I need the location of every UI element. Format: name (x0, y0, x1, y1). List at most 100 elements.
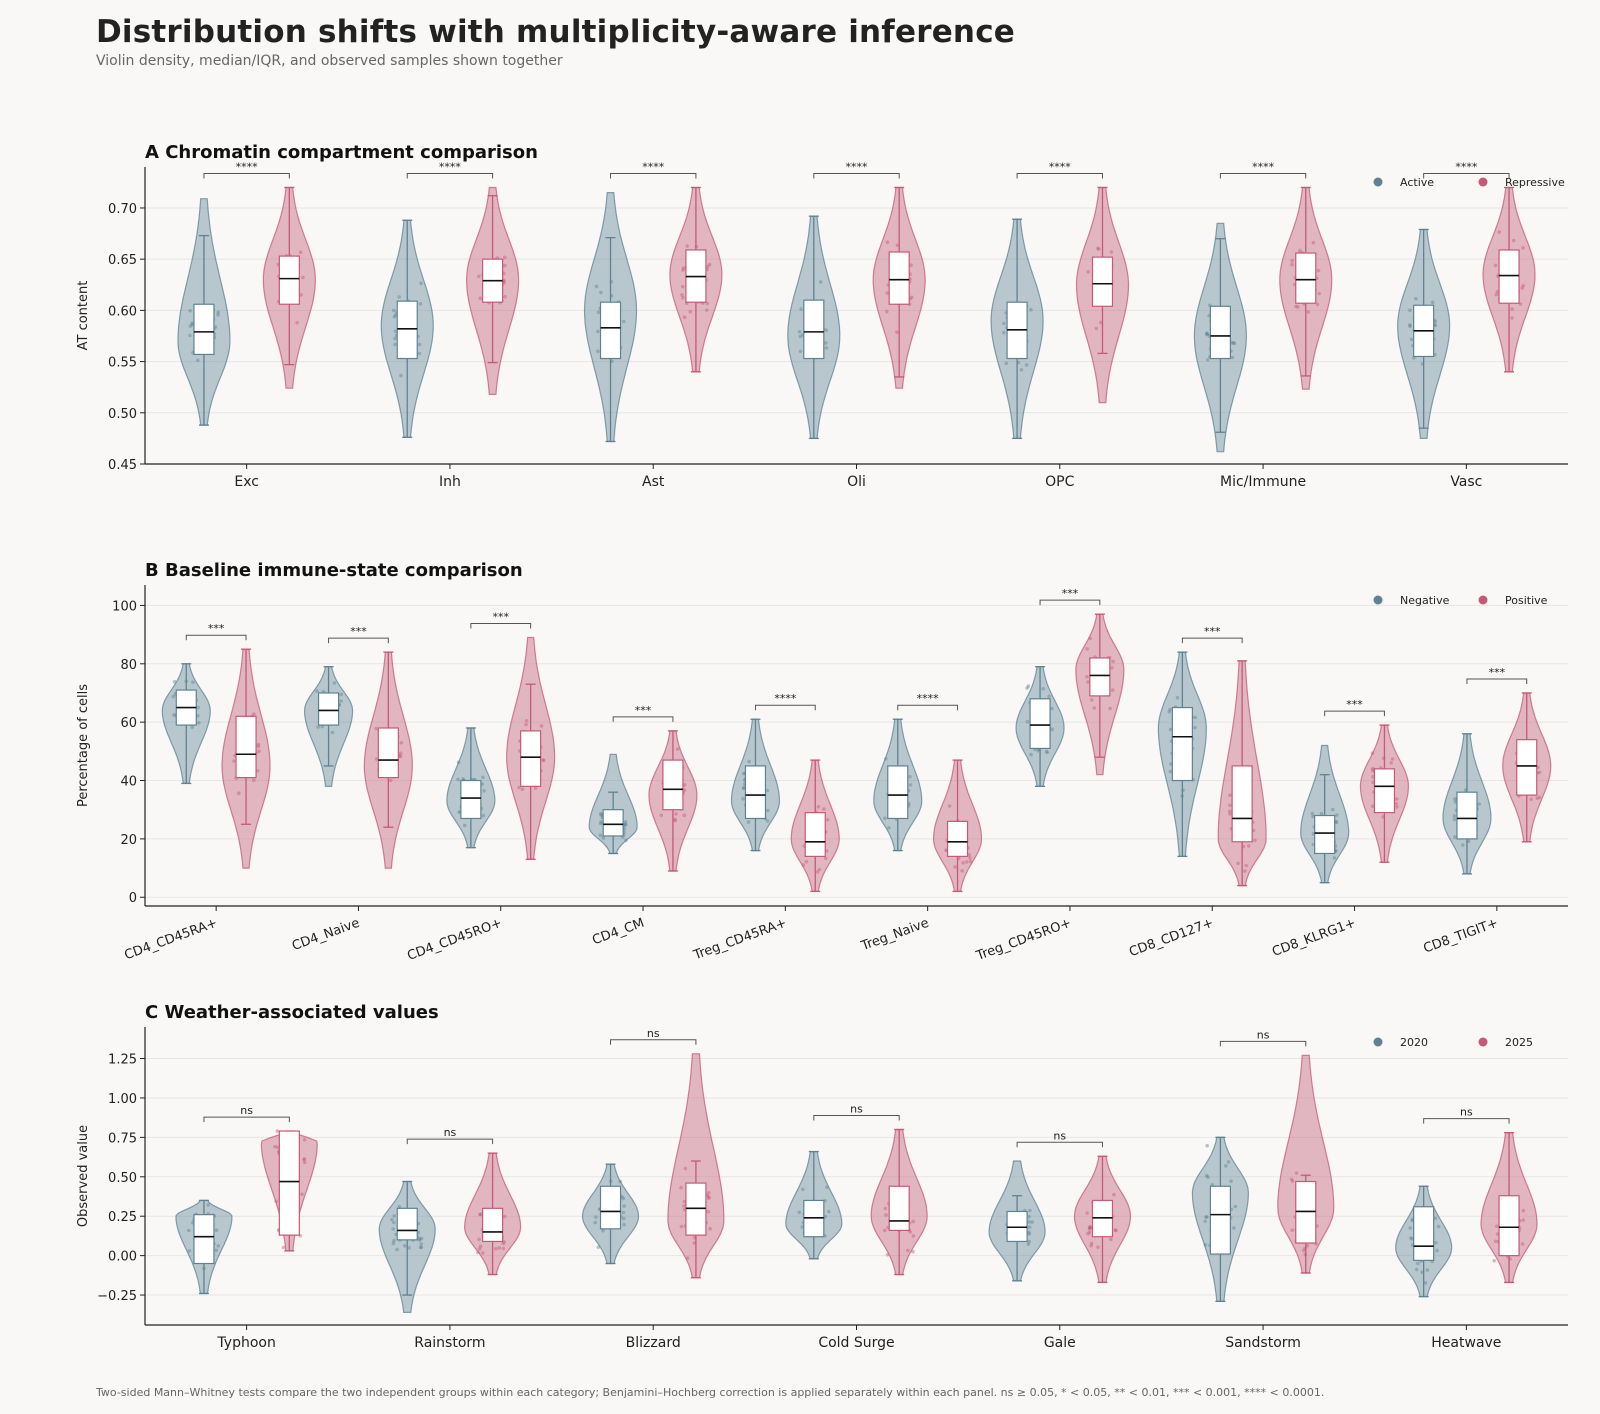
sample-point (1044, 749, 1049, 754)
category-group: Typhoon ns (175, 1104, 318, 1351)
x-tick-label: CD4_CD45RA+ (123, 916, 220, 964)
sample-point (392, 1214, 397, 1218)
sample-point (741, 771, 746, 776)
significance-label: *** (493, 611, 510, 624)
sample-point (1452, 817, 1457, 822)
x-tick-label: OPC (1045, 474, 1074, 490)
iqr-box (396, 300, 418, 360)
sample-point (1311, 240, 1316, 245)
x-tick-label: Vasc (1450, 474, 1482, 490)
x-tick-label: CD4_Naive (290, 916, 362, 954)
sample-point (1370, 804, 1375, 808)
sample-point (1050, 727, 1054, 732)
y-axis-label: Observed value (76, 1125, 91, 1227)
sample-point (1420, 1270, 1424, 1275)
iqr-box (1314, 814, 1336, 855)
footnote: Two-sided Mann–Whitney tests compare the… (96, 1386, 1325, 1399)
sample-point (817, 867, 822, 872)
sample-point (1113, 1228, 1118, 1232)
sample-point (680, 284, 685, 289)
sample-point (968, 859, 973, 864)
sample-point (799, 307, 803, 311)
significance-bracket (1219, 172, 1307, 179)
significance-bracket (610, 1039, 697, 1045)
sample-point (456, 760, 461, 765)
x-tick-label: Treg_CD45RO+ (974, 916, 1074, 965)
sample-point (824, 346, 829, 350)
sample-point (685, 244, 689, 248)
sample-point (1492, 1259, 1496, 1263)
sample-point (1204, 331, 1209, 336)
sample-point (172, 713, 176, 717)
significance-label: **** (1455, 160, 1478, 173)
significance-label: *** (635, 704, 652, 717)
sample-point (300, 1192, 304, 1196)
category-group: CD4_CM *** (588, 704, 698, 948)
x-tick-label: Rainstorm (414, 1335, 485, 1351)
iqr-box (1089, 657, 1111, 697)
sample-point (1253, 838, 1257, 843)
legend-marker (1478, 1037, 1488, 1047)
panel-title: B Baseline immune-state comparison (145, 560, 523, 581)
sample-point (681, 268, 685, 272)
iqr-box (1209, 305, 1231, 360)
significance-bracket (406, 1138, 494, 1145)
sample-point (747, 759, 751, 764)
sample-point (705, 308, 709, 312)
sample-point (1045, 750, 1049, 755)
sample-point (1099, 320, 1103, 325)
sample-point (273, 1144, 277, 1149)
sample-point (316, 725, 320, 729)
sample-point (1086, 1232, 1090, 1236)
sample-point (295, 320, 299, 325)
sample-point (517, 785, 521, 790)
sample-point (1088, 636, 1093, 641)
significance-label: *** (1346, 698, 1363, 711)
sample-point (825, 818, 830, 822)
sample-point (456, 777, 460, 782)
iqr-box (1091, 256, 1114, 307)
sample-point (742, 785, 746, 790)
significance-bracket (754, 704, 816, 711)
sample-point (478, 1244, 483, 1248)
sample-point (818, 280, 823, 284)
sample-point (477, 1237, 481, 1242)
sample-point (187, 1249, 192, 1253)
sample-point (910, 295, 914, 300)
sample-point (815, 870, 820, 874)
sample-point (1236, 861, 1240, 866)
sample-point (1331, 807, 1335, 812)
sample-point (680, 293, 684, 297)
sample-point (482, 789, 486, 793)
sample-point (339, 699, 343, 703)
significance-label: ns (647, 1027, 660, 1040)
x-tick-label: CD8_CD127+ (1127, 916, 1215, 960)
sample-point (392, 315, 397, 319)
sample-point (1096, 1245, 1100, 1249)
sample-point (1453, 835, 1457, 839)
sample-point (1231, 341, 1236, 345)
sample-point (1111, 688, 1115, 692)
sample-point (252, 712, 256, 716)
sample-point (302, 1138, 307, 1142)
sample-point (1086, 270, 1090, 274)
significance-bracket (813, 1114, 900, 1121)
significance-bracket (897, 704, 959, 711)
sample-point (621, 1196, 626, 1201)
sample-point (1289, 1177, 1294, 1182)
sample-point (1029, 752, 1033, 757)
sample-point (682, 783, 687, 787)
significance-bracket (1016, 172, 1103, 179)
sample-point (476, 1250, 480, 1255)
iqr-box (599, 1185, 622, 1230)
x-tick-label: CD8_KLRG1+ (1270, 916, 1358, 960)
significance-bracket (185, 634, 247, 641)
y-axis-label: AT content (76, 281, 91, 351)
sample-point (622, 1222, 626, 1227)
sample-point (1410, 1237, 1414, 1241)
significance-label: *** (1204, 625, 1221, 638)
sample-point (497, 1246, 502, 1250)
legend-label: 2020 (1400, 1036, 1428, 1049)
sample-point (622, 1204, 626, 1208)
sample-point (1087, 1226, 1092, 1231)
